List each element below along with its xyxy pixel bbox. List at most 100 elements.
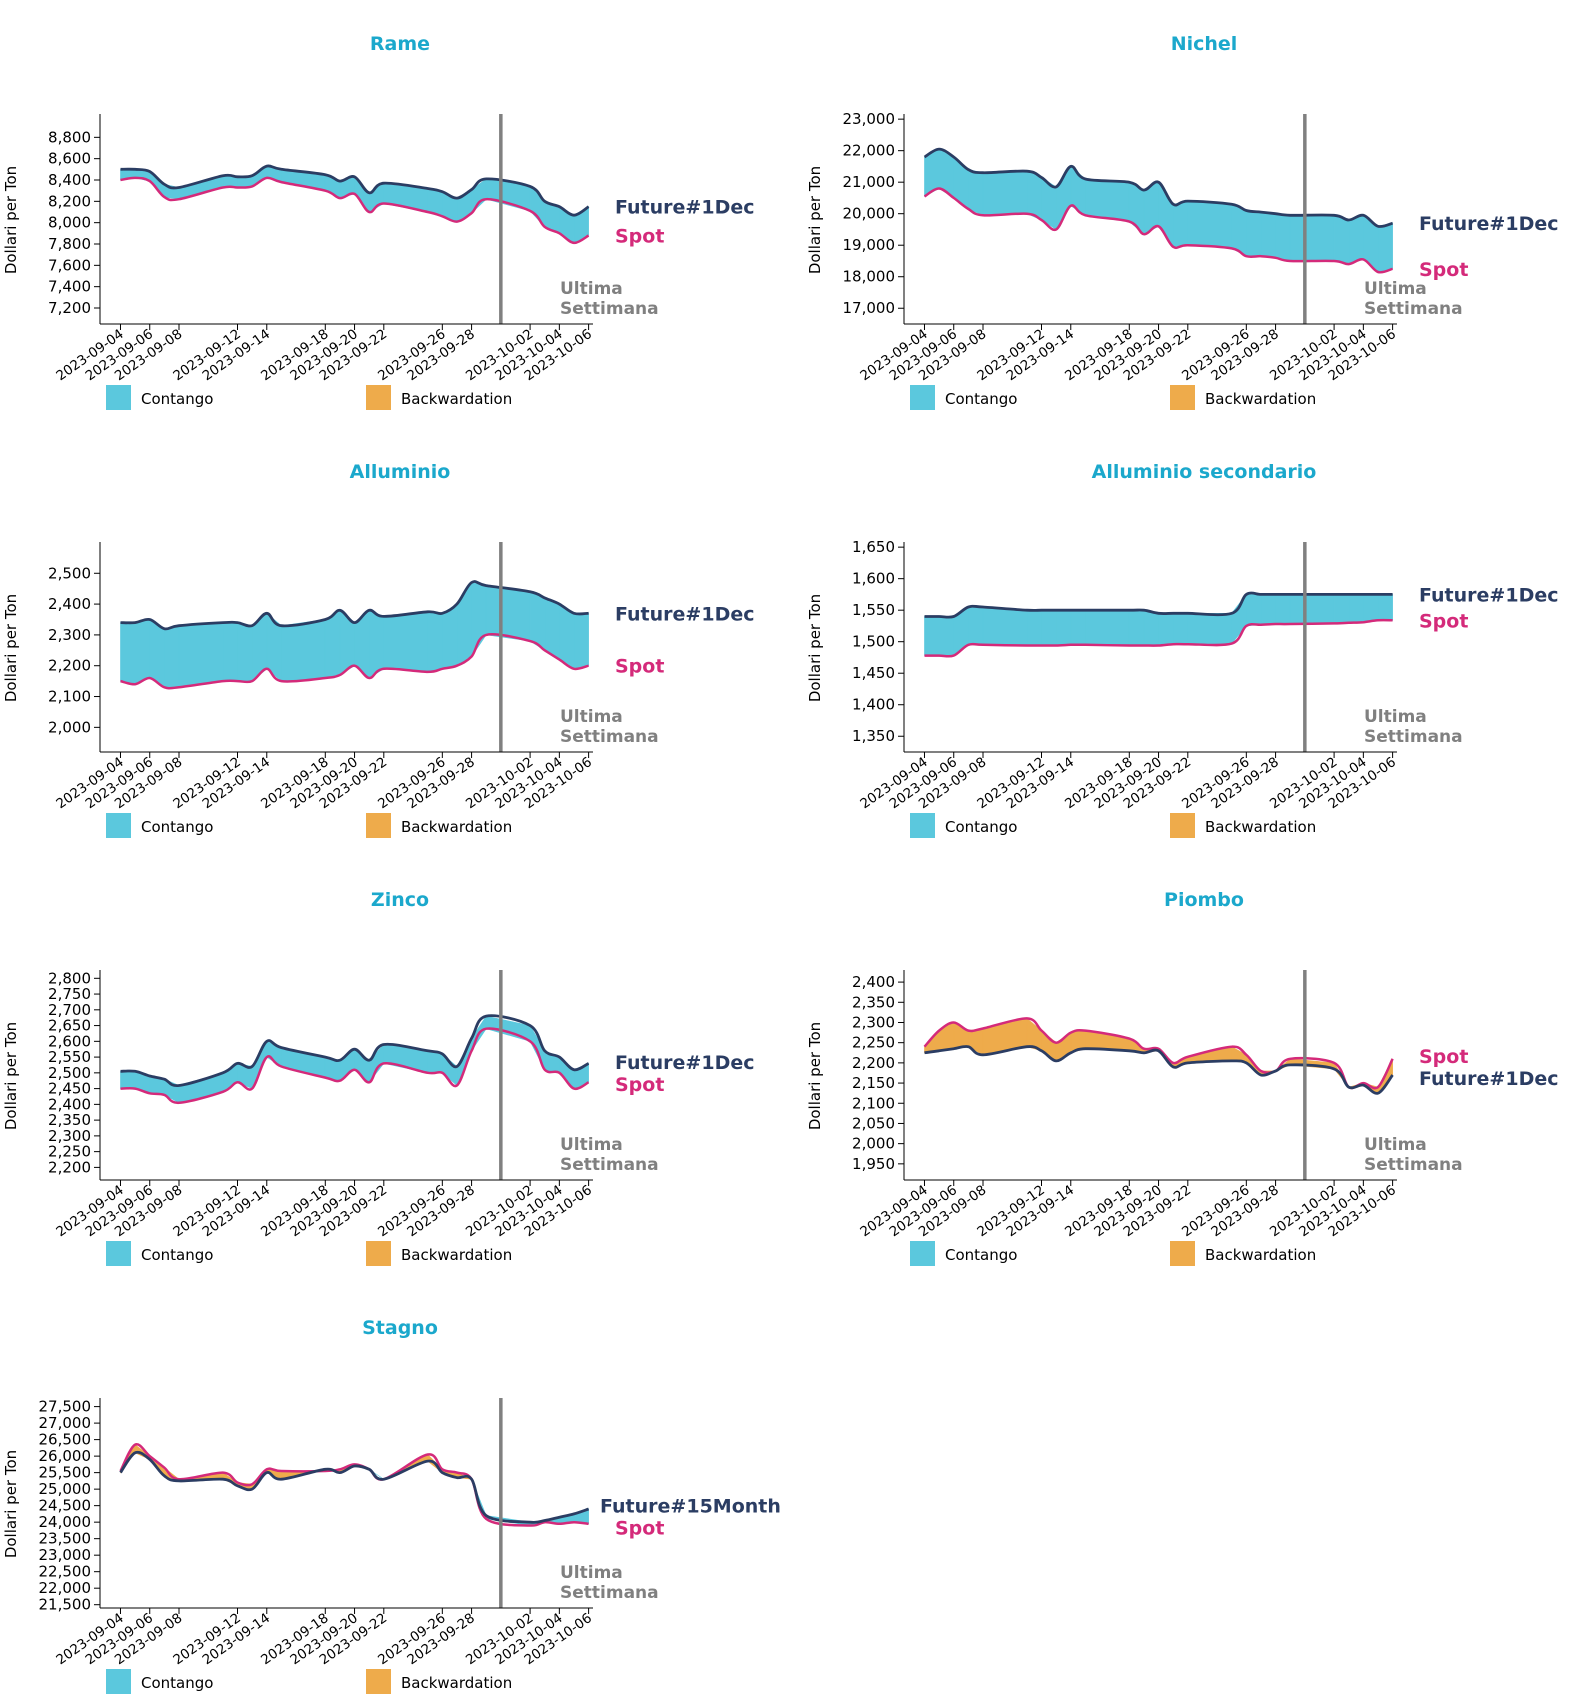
y-tick-label: 2,400 [48,595,91,613]
contango-area [149,618,165,688]
contango-area [1187,200,1232,249]
future-line [120,1014,590,1087]
contango-area [1275,213,1291,262]
y-tick-label: 2,200 [48,657,91,675]
last-week-label-line2: Settimana [1364,299,1463,319]
y-axis-label: Dollari per Ton [2,594,20,702]
y-tick-label: 22,000 [843,142,896,160]
legend-backwardation-swatch [1170,1241,1195,1266]
y-tick-label: 1,600 [852,570,895,588]
contango-area [471,582,487,658]
y-tick-label: 2,300 [48,1127,91,1145]
contango-area [1377,222,1393,273]
legend-contango-swatch [910,1241,935,1266]
contango-area [968,169,984,216]
legend-backwardation-swatch [366,1241,391,1266]
last-week-label-line2: Settimana [1364,727,1463,747]
y-tick-label: 7,200 [48,299,91,317]
contango-area [938,616,955,656]
y-tick-label: 1,550 [852,601,895,619]
future-line [924,591,1393,619]
y-tick-label: 2,250 [852,1034,895,1052]
contango-area [120,1070,136,1089]
y-axis-label: Dollari per Ton [806,1022,824,1130]
legend-contango-swatch [106,1241,131,1266]
future-series-label: Future#1Dec [1419,584,1559,606]
y-tick-label: 8,000 [48,214,91,232]
legend-backwardation-label: Backwardation [1205,1246,1316,1264]
contango-area [1041,609,1057,646]
last-week-label-line2: Settimana [1364,1155,1463,1175]
y-tick-label: 27,500 [39,1398,92,1416]
contango-area [178,622,224,688]
spot-line [119,1442,589,1527]
contango-area [324,609,341,679]
y-tick-label: 2,150 [852,1074,895,1092]
contango-area [1363,594,1379,623]
y-tick-label: 2,400 [48,1095,91,1113]
contango-area [485,585,531,642]
last-week-label-line2: Settimana [560,1583,659,1603]
y-tick-label: 21,000 [843,173,896,191]
y-tick-label: 2,750 [48,985,91,1003]
last-week-label-line2: Settimana [560,727,659,747]
y-tick-label: 2,050 [852,1114,895,1132]
spot-series-label: Spot [615,1517,664,1539]
y-tick-label: 18,000 [843,268,896,286]
legend-backwardation-label: Backwardation [401,818,512,836]
future-line [120,164,590,217]
y-axis-label: Dollari per Ton [2,166,20,274]
last-week-label-line1: Ultima [1364,1135,1427,1155]
y-tick-label: 20,000 [843,205,896,223]
last-week-label-line2: Settimana [560,1155,659,1175]
y-tick-label: 1,950 [852,1155,895,1173]
y-tick-label: 7,800 [48,235,91,253]
legend-backwardation-label: Backwardation [1205,818,1316,836]
y-tick-label: 1,650 [852,538,895,556]
y-tick-label: 2,500 [48,1064,91,1082]
contango-area [1333,594,1350,624]
future-series-label: Future#15Month [600,1495,781,1517]
legend-contango-swatch [106,1669,131,1694]
y-tick-label: 2,100 [48,688,91,706]
y-tick-label: 23,000 [843,110,896,128]
chart-title: Alluminio [350,461,451,483]
contango-area [164,1078,180,1104]
y-tick-label: 25,500 [39,1464,92,1482]
future-series-label: Future#1Dec [615,603,755,625]
y-tick-label: 23,500 [39,1530,92,1548]
contango-area [1289,214,1335,262]
y-axis-label: Dollari per Ton [2,1022,20,1130]
spot-line [924,618,1393,658]
y-tick-label: 1,350 [852,727,895,745]
spot-line [120,633,589,690]
y-tick-label: 2,100 [852,1094,895,1112]
legend-contango-label: Contango [141,1246,213,1264]
contango-area [1085,609,1130,646]
legend-contango-label: Contango [141,1674,213,1692]
future-line [119,1450,590,1524]
backwardation-area [938,1021,955,1052]
y-tick-label: 2,650 [48,1017,91,1035]
y-tick-label: 2,300 [48,626,91,644]
y-tick-label: 2,500 [48,564,91,582]
legend-backwardation-swatch [366,385,391,410]
y-tick-label: 2,700 [48,1001,91,1019]
y-tick-label: 19,000 [843,236,896,254]
y-tick-label: 2,550 [48,1048,91,1066]
legend-backwardation-swatch [1170,385,1195,410]
contango-area [1055,609,1072,646]
spot-series-label: Spot [1419,259,1468,281]
contango-area [1172,613,1189,645]
y-tick-label: 2,450 [48,1080,91,1098]
legend-contango-label: Contango [945,1246,1017,1264]
spot-series-label: Spot [1419,1046,1468,1068]
spot-line [923,187,1393,274]
spot-line [923,1017,1394,1090]
future-series-label: Future#1Dec [615,197,755,219]
contango-area [222,622,238,682]
